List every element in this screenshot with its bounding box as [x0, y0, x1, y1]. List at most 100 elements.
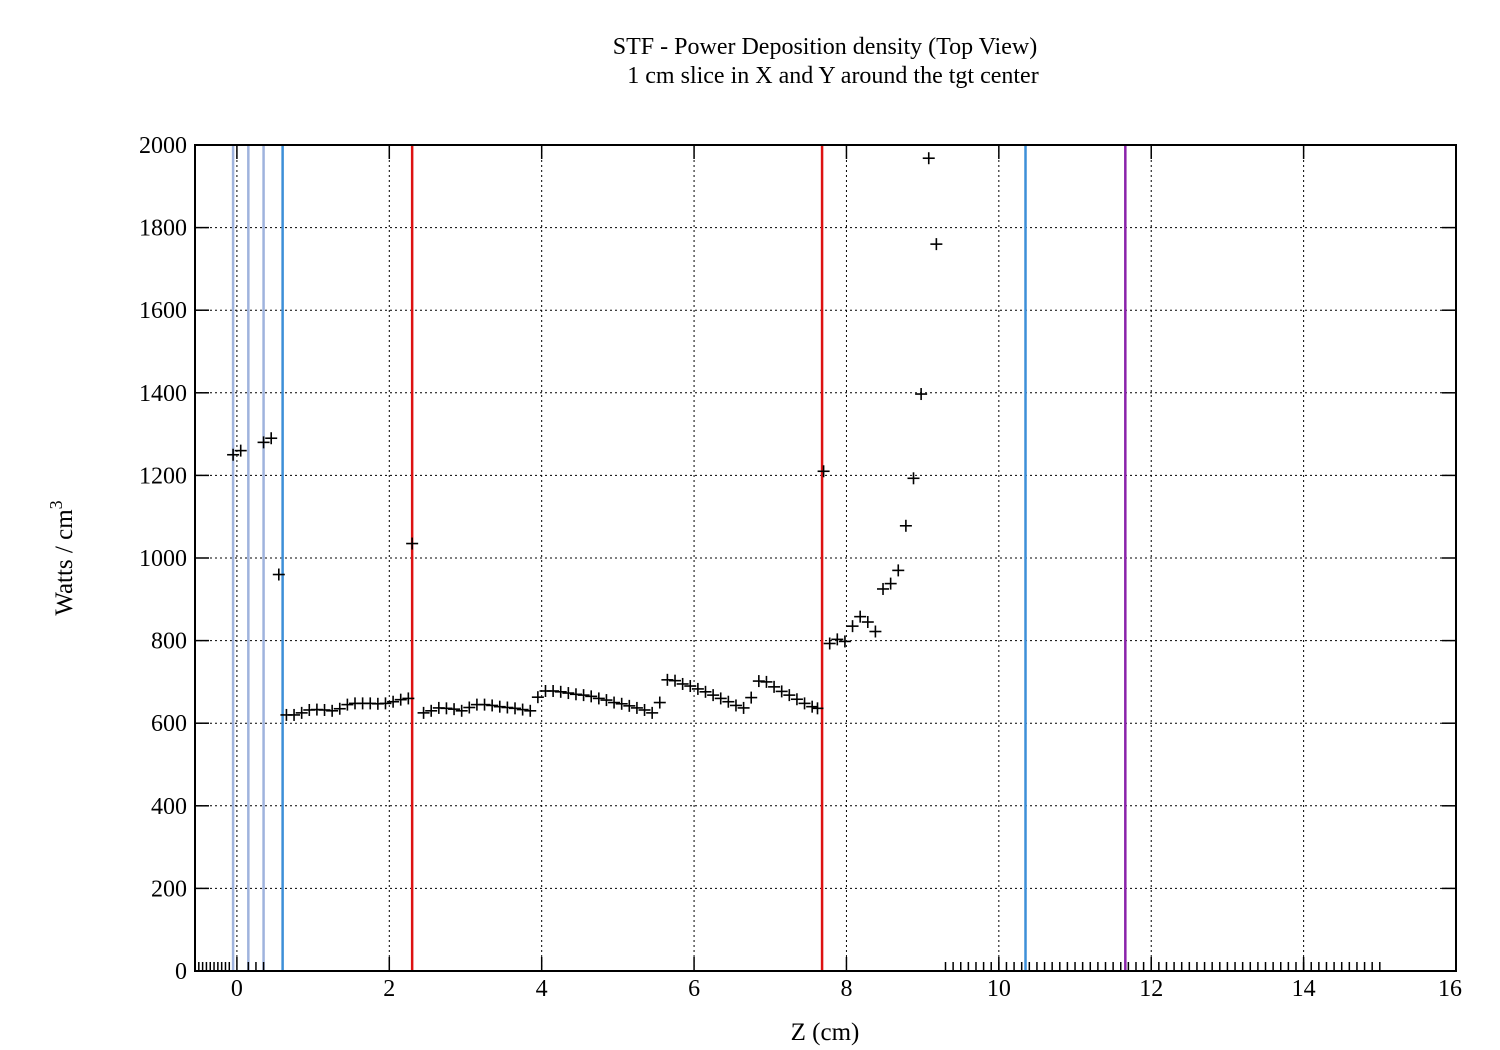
- data-point: [440, 702, 453, 715]
- vertical-boundary-lines: [231, 145, 1127, 971]
- chart-title: STF - Power Deposition density (Top View…: [613, 34, 1037, 60]
- data-point: [318, 703, 331, 716]
- grid-lines: [195, 145, 1456, 971]
- y-tick-label: 400: [151, 794, 187, 820]
- data-point: [684, 680, 697, 693]
- y-tick-label: 800: [151, 629, 187, 655]
- data-point: [257, 436, 270, 449]
- data-point: [509, 702, 522, 715]
- data-point: [448, 703, 461, 716]
- data-point: [737, 701, 750, 714]
- axis-ticks: [195, 144, 1456, 972]
- data-point: [486, 699, 499, 712]
- data-point: [402, 692, 415, 705]
- data-point: [501, 701, 514, 714]
- data-point: [884, 577, 897, 590]
- data-point: [823, 637, 836, 650]
- x-tick-label: 6: [688, 976, 700, 1002]
- data-point: [516, 703, 529, 716]
- data-point: [768, 680, 781, 693]
- data-point: [562, 687, 575, 700]
- data-point: [554, 685, 567, 698]
- x-axis-extra-tick-marks: [198, 962, 1381, 971]
- data-point: [877, 582, 890, 595]
- y-axis-label: Watts / cm3: [46, 500, 78, 615]
- x-tick-label: 14: [1292, 976, 1316, 1002]
- data-point: [425, 704, 438, 717]
- data-point: [707, 689, 720, 702]
- data-point: [387, 695, 400, 708]
- x-tick-label: 16: [1438, 976, 1462, 1002]
- data-point: [930, 238, 943, 251]
- data-point: [227, 448, 240, 461]
- data-point: [577, 689, 590, 702]
- data-point: [653, 696, 666, 709]
- data-point: [861, 616, 874, 629]
- data-point: [760, 675, 773, 688]
- data-point: [745, 691, 758, 704]
- data-point: [417, 706, 430, 719]
- data-point: [846, 620, 859, 633]
- data-point: [899, 519, 912, 532]
- data-points: [227, 152, 943, 721]
- chart-subtitle: 1 cm slice in X and Y around the tgt cen…: [627, 63, 1038, 89]
- y-tick-label: 1000: [139, 546, 187, 572]
- data-point: [406, 537, 419, 550]
- y-axis-label-superscript: 3: [46, 500, 66, 509]
- data-point: [676, 677, 689, 690]
- data-point: [831, 633, 844, 646]
- data-point: [608, 696, 621, 709]
- data-point: [326, 704, 339, 717]
- data-point: [295, 706, 308, 719]
- data-point: [592, 692, 605, 705]
- data-point: [838, 635, 851, 648]
- data-point: [661, 673, 674, 686]
- data-point: [817, 465, 830, 478]
- y-axis-label-main: Watts / cm: [51, 509, 78, 616]
- data-point: [915, 388, 928, 401]
- data-point: [493, 700, 506, 713]
- x-axis-label: Z (cm): [791, 1019, 860, 1046]
- data-point: [892, 564, 905, 577]
- data-point: [234, 444, 247, 457]
- data-point: [333, 702, 346, 715]
- data-point: [922, 152, 935, 165]
- data-point: [478, 698, 491, 711]
- y-tick-label: 1600: [139, 298, 187, 324]
- y-tick-label: 1400: [139, 381, 187, 407]
- data-point: [265, 432, 278, 445]
- data-point: [811, 702, 824, 715]
- data-point: [714, 692, 727, 705]
- y-tick-label: 200: [151, 876, 187, 902]
- data-point: [463, 701, 476, 714]
- data-point: [752, 675, 765, 688]
- data-point: [569, 688, 582, 701]
- x-tick-label: 10: [987, 976, 1011, 1002]
- y-tick-label: 1200: [139, 463, 187, 489]
- data-point: [524, 704, 537, 717]
- data-point: [722, 695, 735, 708]
- y-tick-label: 1800: [139, 216, 187, 242]
- x-tick-label: 4: [536, 976, 548, 1002]
- x-tick-label: 8: [840, 976, 852, 1002]
- x-tick-label: 2: [383, 976, 395, 1002]
- data-point: [646, 706, 659, 719]
- data-point: [869, 625, 882, 638]
- data-point: [806, 700, 819, 713]
- data-point: [600, 694, 613, 707]
- y-tick-label: 2000: [139, 133, 187, 159]
- y-tick-label: 600: [151, 711, 187, 737]
- y-tick-labels: 0 200 400 600 800 1000 1200 1400 1600 1800 2000: [139, 133, 187, 985]
- data-point: [630, 701, 643, 714]
- data-point: [585, 690, 598, 703]
- data-point: [379, 697, 392, 710]
- data-point: [699, 685, 712, 698]
- data-point: [669, 674, 682, 687]
- data-point: [272, 568, 285, 581]
- data-point: [341, 698, 354, 711]
- data-point: [691, 682, 704, 695]
- data-point: [638, 703, 651, 716]
- data-point: [455, 704, 468, 717]
- data-point: [288, 708, 301, 721]
